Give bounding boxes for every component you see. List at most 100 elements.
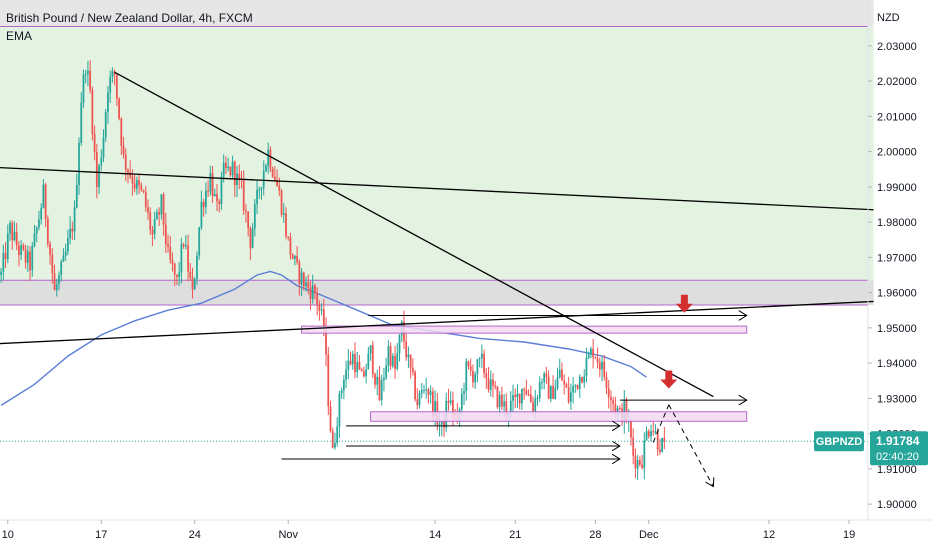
candle[interactable]	[652, 421, 655, 436]
candle[interactable]	[469, 358, 472, 377]
candle[interactable]	[225, 156, 227, 175]
projection-down[interactable]	[668, 404, 714, 487]
candle[interactable]	[407, 346, 410, 368]
candle[interactable]	[632, 428, 635, 465]
candle[interactable]	[634, 448, 637, 479]
candle[interactable]	[645, 426, 648, 441]
candle[interactable]	[389, 342, 392, 370]
candle[interactable]	[650, 424, 652, 442]
candle[interactable]	[547, 370, 550, 400]
candle[interactable]	[541, 378, 543, 390]
candle[interactable]	[659, 438, 661, 455]
candle[interactable]	[460, 388, 463, 416]
candle[interactable]	[309, 280, 312, 310]
candle[interactable]	[618, 405, 621, 411]
candle[interactable]	[187, 234, 189, 282]
candle[interactable]	[590, 346, 592, 359]
candle[interactable]	[40, 203, 43, 225]
candle[interactable]	[603, 354, 606, 381]
candle[interactable]	[318, 300, 321, 321]
candle[interactable]	[262, 160, 265, 196]
candle[interactable]	[556, 367, 559, 391]
candle[interactable]	[260, 187, 263, 200]
candle[interactable]	[78, 137, 80, 195]
candle[interactable]	[305, 276, 307, 292]
candle[interactable]	[73, 200, 76, 241]
candle[interactable]	[320, 303, 323, 316]
candle[interactable]	[543, 371, 546, 390]
candle[interactable]	[612, 396, 615, 414]
candle[interactable]	[654, 424, 657, 435]
candle[interactable]	[316, 287, 319, 316]
candle[interactable]	[247, 211, 250, 237]
candle[interactable]	[273, 166, 276, 183]
candle[interactable]	[227, 157, 230, 172]
candle[interactable]	[62, 248, 65, 263]
candle[interactable]	[521, 388, 523, 411]
down-marker-2[interactable]	[660, 370, 678, 389]
candle[interactable]	[427, 387, 430, 404]
candle[interactable]	[11, 220, 14, 250]
candle[interactable]	[271, 166, 274, 178]
candle[interactable]	[118, 97, 120, 121]
candle[interactable]	[9, 220, 11, 241]
candle[interactable]	[75, 173, 78, 209]
candle[interactable]	[53, 264, 56, 291]
candle[interactable]	[107, 85, 109, 124]
candle[interactable]	[285, 207, 287, 240]
candle[interactable]	[385, 357, 388, 381]
candle[interactable]	[314, 283, 316, 300]
candle[interactable]	[378, 366, 381, 402]
candle[interactable]	[478, 357, 481, 368]
candle[interactable]	[485, 367, 488, 389]
candle[interactable]	[104, 108, 107, 142]
candle[interactable]	[467, 360, 470, 370]
candle[interactable]	[22, 243, 25, 252]
candle[interactable]	[425, 377, 428, 399]
candle[interactable]	[229, 166, 232, 178]
candle[interactable]	[598, 357, 601, 378]
candle[interactable]	[298, 259, 301, 296]
candle[interactable]	[55, 278, 58, 297]
candle[interactable]	[98, 163, 100, 195]
candle[interactable]	[109, 70, 112, 103]
candle[interactable]	[200, 190, 203, 230]
candle[interactable]	[60, 259, 63, 282]
candle[interactable]	[147, 199, 149, 220]
candle[interactable]	[605, 371, 608, 395]
candle[interactable]	[338, 390, 341, 439]
candle[interactable]	[245, 204, 247, 223]
candle[interactable]	[494, 380, 497, 390]
candle[interactable]	[572, 377, 574, 404]
descending-trendline[interactable]	[114, 71, 714, 398]
candle[interactable]	[82, 69, 85, 109]
candle[interactable]	[13, 221, 16, 242]
candle[interactable]	[29, 246, 31, 281]
candle[interactable]	[135, 176, 138, 196]
candle[interactable]	[585, 347, 588, 383]
candle[interactable]	[122, 136, 125, 159]
candle[interactable]	[251, 223, 254, 249]
candle[interactable]	[209, 165, 212, 196]
candle[interactable]	[280, 189, 283, 218]
candle[interactable]	[202, 198, 205, 217]
candle[interactable]	[663, 426, 666, 450]
candle[interactable]	[416, 388, 419, 410]
candle[interactable]	[536, 395, 539, 406]
candle[interactable]	[512, 384, 514, 412]
candle[interactable]	[42, 179, 45, 209]
candle[interactable]	[31, 242, 34, 277]
candle[interactable]	[578, 374, 581, 398]
candle[interactable]	[340, 387, 343, 399]
candle[interactable]	[552, 375, 554, 400]
indicator-label[interactable]: EMA	[6, 29, 33, 43]
candle[interactable]	[489, 370, 492, 397]
resistance-box[interactable]	[301, 325, 748, 334]
candle[interactable]	[329, 400, 332, 433]
candle[interactable]	[287, 236, 290, 241]
candle[interactable]	[153, 211, 156, 240]
candle[interactable]	[204, 182, 207, 215]
candle[interactable]	[351, 350, 354, 370]
candle[interactable]	[169, 235, 172, 264]
